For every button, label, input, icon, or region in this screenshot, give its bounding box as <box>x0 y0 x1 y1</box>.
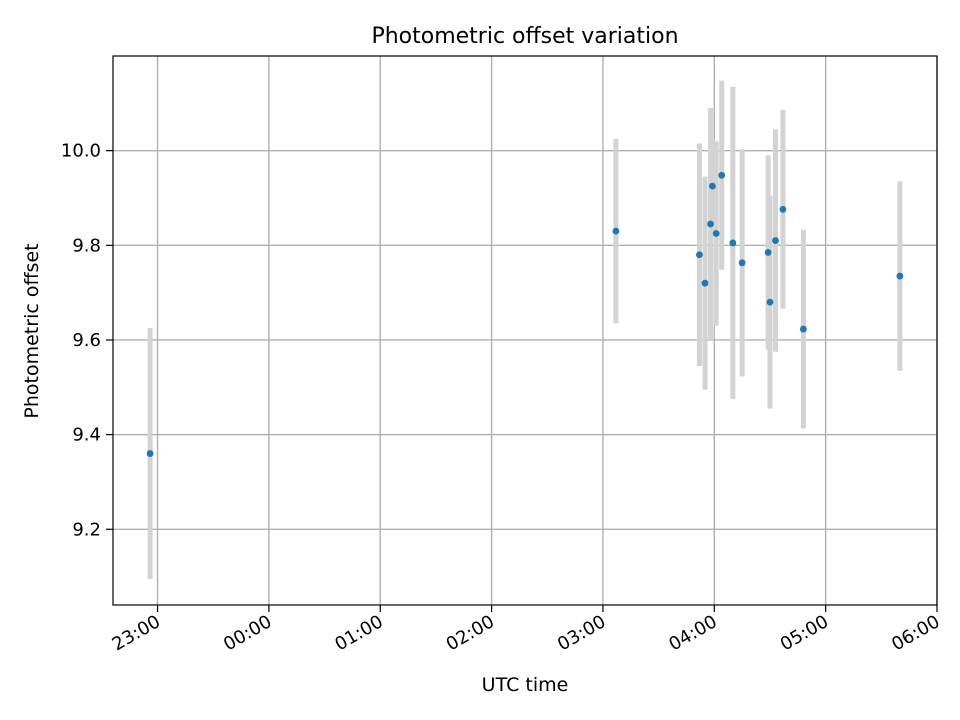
data-point <box>738 259 746 267</box>
data-point <box>707 220 714 228</box>
y-axis-ticks: 9.2 9.4 9.6 9.8 10.0 <box>61 141 113 540</box>
data-point <box>764 249 772 256</box>
x-tick-label: 02:00 <box>443 611 498 655</box>
data-point <box>766 298 774 306</box>
data-point <box>729 239 737 247</box>
plot-frame <box>112 55 938 606</box>
x-tick-label: 05:00 <box>777 611 832 655</box>
x-tick-label: 06:00 <box>888 611 943 655</box>
data-point <box>779 205 787 213</box>
data-point <box>772 237 779 244</box>
data-point <box>896 272 904 280</box>
chart-title: Photometric offset variation <box>371 24 678 49</box>
data-point <box>799 325 807 333</box>
y-tick-label: 10.0 <box>61 141 101 162</box>
x-tick-label: 23:00 <box>109 611 164 655</box>
y-tick-label: 9.6 <box>72 330 101 351</box>
y-tick-label: 9.4 <box>72 425 101 446</box>
data-point <box>146 450 154 457</box>
x-tick-label: 04:00 <box>665 611 720 655</box>
data-point <box>712 230 720 237</box>
x-tick-label: 01:00 <box>331 611 386 655</box>
data-point <box>696 251 703 259</box>
data-point <box>612 227 620 235</box>
data-point <box>709 182 716 190</box>
y-axis-label: Photometric offset <box>21 243 43 418</box>
x-tick-label: 03:00 <box>554 611 609 655</box>
data-point <box>718 171 726 179</box>
error-bars <box>147 80 903 579</box>
y-tick-label: 9.2 <box>72 519 101 540</box>
data-points <box>146 171 904 457</box>
y-tick-label: 9.8 <box>72 235 101 256</box>
x-tick-label: 00:00 <box>220 611 275 655</box>
x-axis-ticks: 23:00 00:00 01:00 02:00 03:00 04:00 05:00 06:00 <box>109 605 944 655</box>
x-axis-label: UTC time <box>482 674 569 696</box>
grid <box>113 56 938 605</box>
data-point <box>701 279 709 287</box>
